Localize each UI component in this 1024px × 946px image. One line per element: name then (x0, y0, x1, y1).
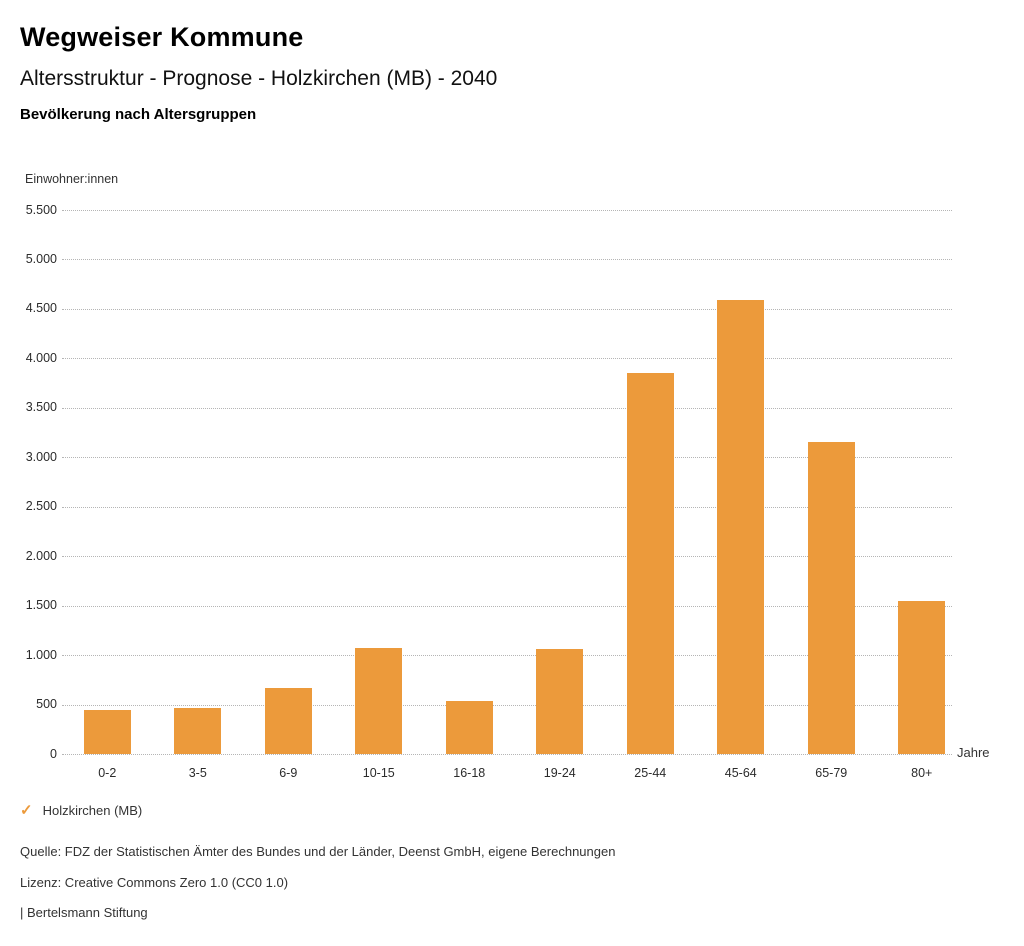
x-tick-label-0-2: 0-2 (98, 766, 117, 780)
bar-6-9 (264, 687, 312, 754)
gridline-4.000 (62, 358, 952, 360)
gridline-4.500 (62, 308, 952, 310)
y-tick-label-500: 500 (36, 697, 57, 712)
bar-19-24 (536, 649, 584, 754)
chart-heading: Bevölkerung nach Altersgruppen (20, 106, 257, 123)
bar-80+ (898, 600, 946, 754)
y-tick-label-3.500: 3.500 (25, 400, 57, 415)
gridline-0 (62, 754, 952, 755)
x-axis-unit-label: Jahre (957, 745, 990, 760)
y-axis-unit-label: Einwohner:innen (25, 172, 119, 186)
legend-label: Holzkirchen (MB) (42, 803, 143, 818)
gridline-3.000 (62, 457, 952, 459)
bar-0-2 (83, 710, 131, 754)
x-tick-label-3-5: 3-5 (188, 766, 207, 780)
license-text: Lizenz: Creative Commons Zero 1.0 (CC0 1… (20, 875, 289, 890)
gridline-5.500 (62, 210, 952, 211)
gridline-2.500 (62, 506, 952, 508)
y-tick-label-3.000: 3.000 (25, 449, 57, 464)
gridline-1.000 (62, 655, 952, 657)
y-tick-label-5.500: 5.500 (25, 202, 57, 217)
y-tick-label-5.000: 5.000 (25, 251, 57, 266)
page-title: Wegweiser Kommune (20, 22, 304, 52)
bar-25-44 (626, 372, 674, 754)
bar-3-5 (174, 707, 222, 754)
checkmark-icon: ✓ (20, 802, 33, 819)
y-tick-label-1.000: 1.000 (25, 647, 57, 662)
bar-16-18 (445, 700, 493, 754)
gridline-500 (62, 704, 952, 706)
y-tick-label-2.000: 2.000 (25, 548, 57, 563)
gridline-2.000 (62, 556, 952, 558)
bar-65-79 (807, 442, 855, 754)
gridline-5.000 (62, 259, 952, 261)
chart-subtitle: Altersstruktur - Prognose - Holzkirchen … (20, 67, 498, 90)
x-tick-label-45-64: 45-64 (724, 766, 757, 780)
y-tick-label-1.500: 1.500 (25, 598, 57, 613)
x-tick-label-65-79: 65-79 (815, 766, 848, 780)
y-tick-label-4.000: 4.000 (25, 350, 57, 365)
x-tick-label-19-24: 19-24 (543, 766, 576, 780)
legend-item-holzkirchen[interactable]: ✓ Holzkirchen (MB) (20, 803, 142, 818)
gridline-3.500 (62, 407, 952, 409)
x-tick-label-25-44: 25-44 (634, 766, 667, 780)
source-text: Quelle: FDZ der Statistischen Ämter des … (20, 844, 616, 859)
bar-10-15 (355, 647, 403, 754)
x-tick-label-16-18: 16-18 (453, 766, 486, 780)
x-tick-label-6-9: 6-9 (279, 766, 298, 780)
attribution-text: | Bertelsmann Stiftung (20, 905, 148, 920)
x-tick-label-80+: 80+ (911, 766, 933, 780)
y-tick-label-0: 0 (50, 746, 57, 761)
x-tick-label-10-15: 10-15 (362, 766, 395, 780)
y-tick-label-2.500: 2.500 (25, 499, 57, 514)
bar-45-64 (717, 300, 765, 754)
y-tick-label-4.500: 4.500 (25, 301, 57, 316)
gridline-1.500 (62, 605, 952, 607)
